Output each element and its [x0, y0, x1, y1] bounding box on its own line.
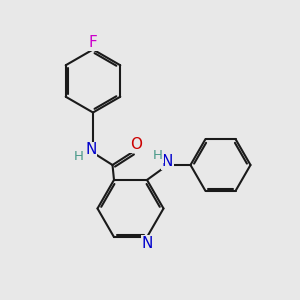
Text: H: H	[74, 150, 84, 163]
Text: H: H	[153, 149, 163, 162]
Text: N: N	[141, 236, 153, 251]
Text: N: N	[161, 154, 173, 169]
Text: O: O	[130, 137, 142, 152]
Text: F: F	[88, 35, 98, 50]
Text: N: N	[85, 142, 97, 158]
